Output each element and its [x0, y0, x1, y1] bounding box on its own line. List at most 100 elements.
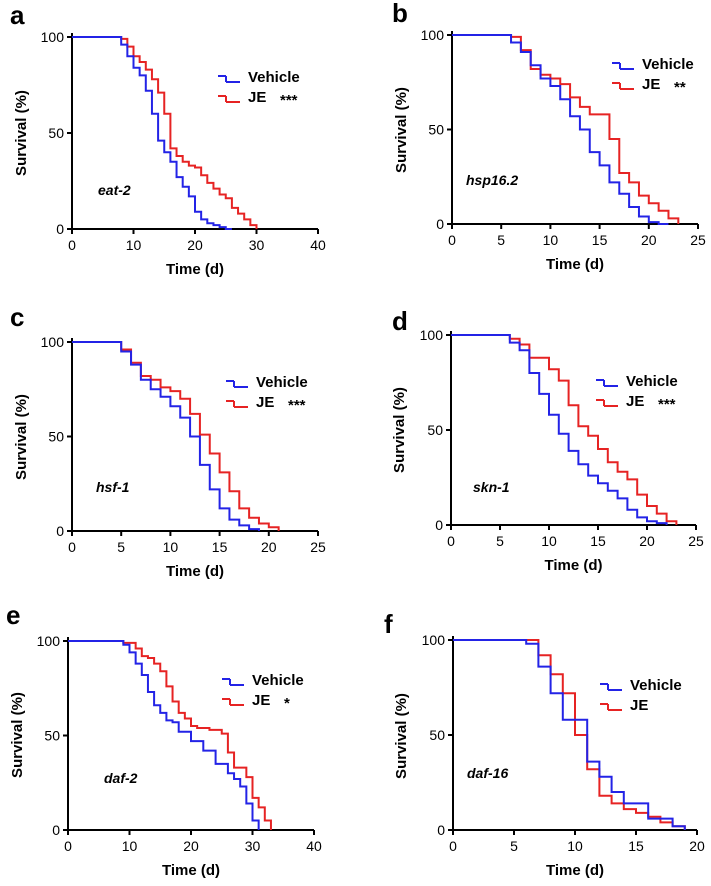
- x-axis-title: Time (d): [546, 862, 604, 879]
- x-tick-label: 0: [64, 838, 72, 854]
- legend-label-je: JE: [248, 89, 266, 106]
- x-tick-label: 15: [212, 539, 228, 555]
- panel-letter: e: [6, 600, 20, 630]
- legend-label-vehicle: Vehicle: [256, 374, 308, 391]
- x-tick-label: 10: [541, 533, 557, 549]
- y-tick-label: 50: [429, 727, 445, 743]
- survival-curve-vehicle: [72, 36, 232, 230]
- x-tick-label: 30: [245, 838, 261, 854]
- x-tick-label: 0: [448, 232, 456, 248]
- x-tick-label: 5: [510, 838, 518, 854]
- x-tick-label: 15: [628, 838, 644, 854]
- x-tick-label: 20: [261, 539, 277, 555]
- y-tick-label: 50: [428, 122, 444, 138]
- legend-label-je: JE: [630, 697, 648, 714]
- y-tick-label: 100: [420, 327, 444, 343]
- x-axis-title: Time (d): [166, 261, 224, 278]
- y-axis-title: Survival (%): [13, 90, 30, 176]
- x-tick-label: 30: [249, 237, 265, 253]
- x-tick-label: 10: [122, 838, 138, 854]
- legend-label-je: JE: [642, 76, 660, 93]
- significance-marker: ***: [658, 396, 676, 413]
- legend-label-je: JE: [626, 393, 644, 410]
- significance-marker: **: [674, 79, 686, 96]
- y-tick-label: 50: [427, 422, 443, 438]
- significance-marker: ***: [288, 397, 306, 414]
- x-tick-label: 10: [543, 232, 559, 248]
- y-tick-label: 100: [421, 27, 445, 43]
- y-tick-label: 50: [48, 429, 64, 445]
- panel-e: e 0 10 20 30 40 0 50 100 Time (d) Survival (%) daf-…: [6, 600, 322, 879]
- significance-marker: ***: [280, 92, 298, 109]
- y-tick-label: 0: [56, 523, 64, 539]
- panel-letter: f: [384, 609, 393, 639]
- panel-c: c 0 5 10 15 20 25 0 50 100 Time (d) Survival (%) hsf…: [10, 302, 326, 580]
- y-tick-label: 0: [56, 221, 64, 237]
- x-tick-label: 20: [187, 237, 203, 253]
- strain-label: daf-2: [104, 770, 138, 786]
- survival-curve-vehicle: [453, 639, 686, 830]
- x-axis-title: Time (d): [544, 557, 602, 574]
- legend-label-je: JE: [256, 394, 274, 411]
- x-axis-title: Time (d): [546, 256, 604, 273]
- panel-a: a 0 10 20 30 40 0 50 100 Time (d) Survival (%) eat-…: [10, 0, 326, 278]
- panel-letter: c: [10, 302, 24, 332]
- strain-label: eat-2: [98, 182, 131, 198]
- x-tick-label: 0: [68, 237, 76, 253]
- x-tick-label: 40: [306, 838, 322, 854]
- x-tick-label: 20: [183, 838, 199, 854]
- x-tick-label: 0: [449, 838, 457, 854]
- x-tick-label: 10: [126, 237, 142, 253]
- x-axis-title: Time (d): [166, 563, 224, 580]
- x-tick-label: 20: [641, 232, 657, 248]
- survival-curve-je: [453, 639, 686, 830]
- panel-b: b 0 5 10 15 20 25 0 50 100 Time (d) Survival (%) hsp…: [392, 0, 706, 273]
- y-axis-title: Survival (%): [393, 87, 410, 173]
- y-tick-label: 50: [48, 125, 64, 141]
- x-tick-label: 15: [590, 533, 606, 549]
- x-tick-label: 0: [68, 539, 76, 555]
- x-tick-label: 10: [567, 838, 583, 854]
- y-tick-label: 100: [41, 334, 65, 350]
- y-tick-label: 0: [437, 822, 445, 838]
- survival-curve-je: [451, 334, 678, 525]
- y-tick-label: 100: [37, 633, 61, 649]
- y-axis-title: Survival (%): [393, 693, 410, 779]
- x-tick-label: 15: [592, 232, 608, 248]
- y-axis-title: Survival (%): [13, 394, 30, 480]
- strain-label: skn-1: [473, 479, 510, 495]
- y-tick-label: 100: [41, 29, 65, 45]
- y-axis-title: Survival (%): [391, 387, 408, 473]
- survival-curve-vehicle: [452, 34, 669, 225]
- x-tick-label: 20: [689, 838, 705, 854]
- panel-d: d 0 5 10 15 20 25 0 50 100 Time (d) Survival (%) skn…: [391, 306, 704, 574]
- x-tick-label: 5: [497, 232, 505, 248]
- legend-label-vehicle: Vehicle: [642, 56, 694, 73]
- legend-label-vehicle: Vehicle: [248, 69, 300, 86]
- x-axis-title: Time (d): [162, 862, 220, 879]
- x-tick-label: 20: [639, 533, 655, 549]
- y-tick-label: 50: [44, 728, 60, 744]
- panel-f: f 0 5 10 15 20 0 50 100 Time (d) Survival (%) daf-1…: [384, 609, 705, 879]
- y-tick-label: 0: [52, 822, 60, 838]
- survival-curve-vehicle: [72, 341, 260, 531]
- y-tick-label: 100: [422, 632, 446, 648]
- panel-letter: d: [392, 306, 408, 336]
- legend-label-vehicle: Vehicle: [626, 373, 678, 390]
- survival-curve-vehicle: [451, 334, 668, 525]
- x-tick-label: 10: [163, 539, 179, 555]
- panel-letter: b: [392, 0, 408, 28]
- survival-curve-je: [72, 341, 280, 531]
- x-tick-label: 25: [690, 232, 706, 248]
- panel-letter: a: [10, 0, 25, 30]
- strain-label: daf-16: [467, 765, 508, 781]
- survival-curve-je: [72, 36, 258, 229]
- x-tick-label: 5: [117, 539, 125, 555]
- y-tick-label: 0: [435, 517, 443, 533]
- x-tick-label: 25: [310, 539, 326, 555]
- legend-label-vehicle: Vehicle: [630, 677, 682, 694]
- legend-label-vehicle: Vehicle: [252, 672, 304, 689]
- x-tick-label: 5: [496, 533, 504, 549]
- strain-label: hsp16.2: [466, 172, 518, 188]
